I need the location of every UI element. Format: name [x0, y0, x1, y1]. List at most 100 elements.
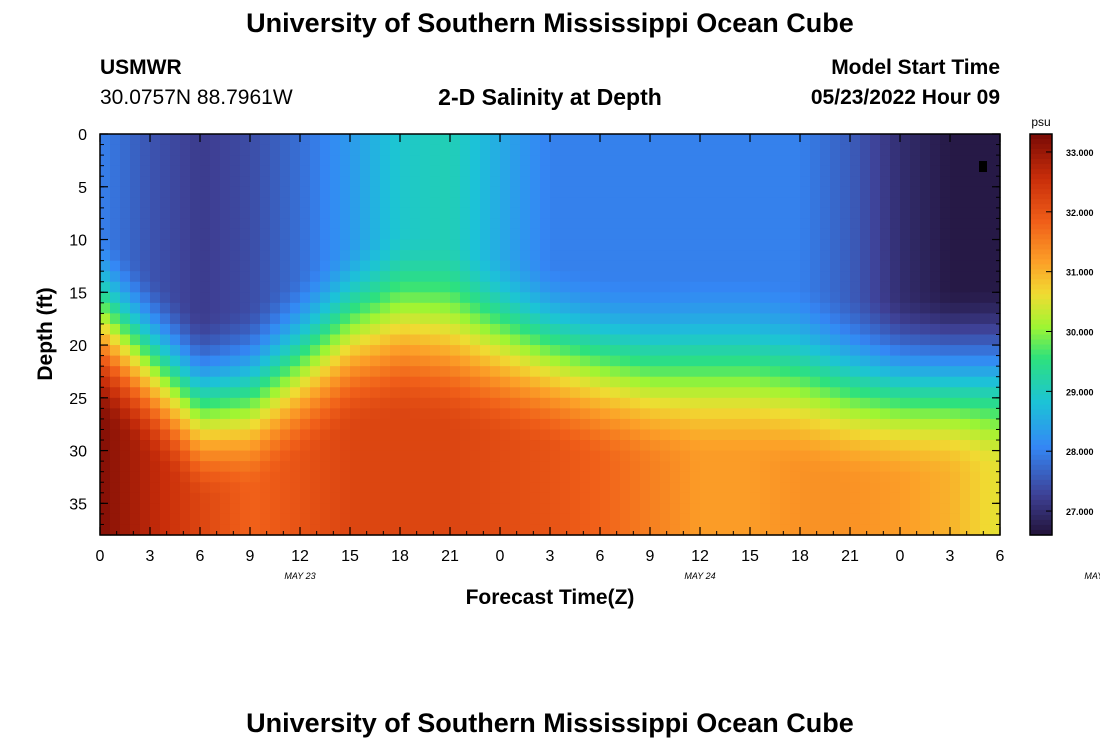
heatmap-cell [130, 218, 141, 230]
heatmap-cell [470, 281, 481, 293]
heatmap-cell [750, 503, 761, 515]
heatmap-cell [300, 366, 311, 378]
heatmap-cell [160, 345, 171, 357]
heatmap-cell [380, 450, 391, 462]
heatmap-cell [750, 323, 761, 336]
heatmap-cell [570, 165, 581, 177]
heatmap-cell [580, 218, 591, 230]
heatmap-cell [880, 134, 891, 146]
heatmap-cell [280, 387, 291, 399]
heatmap-cell [310, 250, 321, 262]
heatmap-cell [800, 376, 811, 388]
heatmap-cell [810, 197, 821, 209]
heatmap-cell [350, 239, 361, 251]
heatmap-cell [810, 134, 821, 146]
heatmap-cell [480, 260, 491, 272]
heatmap-cell [880, 450, 891, 462]
heatmap-cell [990, 397, 1001, 409]
heatmap-cell [890, 376, 901, 388]
heatmap-cell [480, 271, 491, 283]
heatmap-cell [650, 429, 661, 441]
heatmap-cell [170, 228, 181, 241]
heatmap-cell [390, 482, 401, 494]
heatmap-cell [500, 366, 511, 378]
heatmap-cell [690, 239, 701, 251]
heatmap-cell [260, 302, 271, 314]
heatmap-cell [740, 250, 751, 262]
heatmap-cell [720, 355, 731, 367]
heatmap-cell [660, 471, 671, 483]
heatmap-cell [220, 450, 231, 462]
heatmap-cell [790, 218, 801, 230]
heatmap-cell [730, 134, 741, 146]
heatmap-cell [890, 355, 901, 367]
heatmap-cell [920, 429, 931, 441]
heatmap-cell [140, 228, 151, 241]
heatmap-cell [480, 376, 491, 388]
colorbar-segment [1030, 349, 1052, 356]
heatmap-cell [330, 239, 341, 251]
heatmap-cell [470, 524, 481, 536]
heatmap-cell [900, 461, 911, 473]
heatmap-cell [390, 250, 401, 262]
heatmap-cell [900, 503, 911, 515]
heatmap-cell [410, 429, 421, 441]
colorbar-tick-label: 30.000 [1066, 328, 1094, 338]
heatmap-cell [710, 334, 721, 346]
x-tick-label: 3 [546, 548, 555, 565]
heatmap-cell [360, 144, 371, 156]
heatmap-cell [200, 440, 211, 452]
heatmap-cell [610, 461, 621, 473]
heatmap-cell [350, 408, 361, 420]
heatmap-cell [420, 144, 431, 156]
heatmap-cell [360, 492, 371, 504]
heatmap-cell [640, 197, 651, 209]
heatmap-cell [920, 376, 931, 388]
heatmap-cell [570, 429, 581, 441]
heatmap-cell [760, 492, 771, 504]
heatmap-cell [270, 228, 281, 241]
heatmap-cell [150, 144, 161, 156]
heatmap-cell [120, 366, 131, 378]
heatmap-cell [880, 207, 891, 220]
heatmap-cell [440, 260, 451, 272]
heatmap-cell [150, 281, 161, 293]
heatmap-cell [450, 429, 461, 441]
heatmap-cell [750, 134, 761, 146]
heatmap-cell [440, 345, 451, 357]
heatmap-cell [740, 260, 751, 272]
heatmap-cell [520, 134, 531, 146]
heatmap-cell [360, 334, 371, 346]
heatmap-cell [140, 271, 151, 283]
heatmap-cell [200, 345, 211, 357]
heatmap-cell [360, 292, 371, 304]
heatmap-cell [920, 492, 931, 504]
heatmap-cell [980, 228, 991, 241]
heatmap-cell [940, 239, 951, 251]
heatmap-cell [120, 524, 131, 536]
heatmap-cell [450, 345, 461, 357]
heatmap-cell [210, 271, 221, 283]
heatmap-cell [940, 524, 951, 536]
heatmap-cell [350, 471, 361, 483]
heatmap-cell [760, 387, 771, 399]
heatmap-cell [550, 408, 561, 420]
heatmap-cell [990, 281, 1001, 293]
heatmap-cell [470, 461, 481, 473]
heatmap-cell [790, 461, 801, 473]
heatmap-cell [290, 524, 301, 536]
heatmap-cell [130, 313, 141, 325]
heatmap-cell [780, 144, 791, 156]
heatmap-cell [500, 292, 511, 304]
heatmap-cell [770, 482, 781, 494]
heatmap-cell [390, 271, 401, 283]
heatmap-cell [350, 397, 361, 409]
heatmap-cell [260, 155, 271, 167]
heatmap-cell [680, 250, 691, 262]
heatmap-cell [340, 418, 351, 431]
heatmap-cell [960, 218, 971, 230]
heatmap-cell [250, 239, 261, 251]
heatmap-cell [100, 397, 111, 409]
heatmap-cell [760, 355, 771, 367]
heatmap-cell [430, 207, 441, 220]
